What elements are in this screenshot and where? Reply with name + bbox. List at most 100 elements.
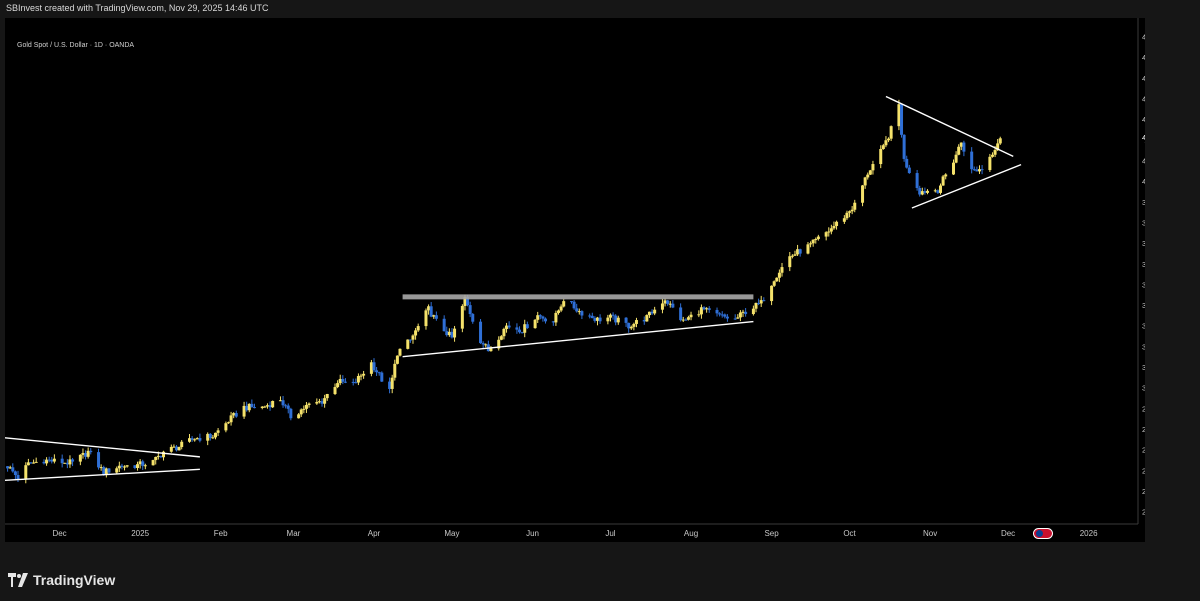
candle-body (299, 409, 303, 415)
candle-body (117, 465, 121, 469)
candle-body (627, 322, 631, 329)
y-tick-label: 3,000.000 (1142, 384, 1145, 393)
y-tick-label: 4,700.000 (1142, 33, 1145, 42)
candle-body (60, 458, 64, 464)
candle-body (996, 143, 1000, 151)
candle-body (89, 450, 93, 453)
attribution-text: SBInvest created with TradingView.com, N… (6, 3, 269, 13)
candle-body (8, 467, 12, 469)
y-tick-label: 3,200.000 (1142, 342, 1145, 351)
y-tick-label: 4,500.000 (1142, 74, 1145, 83)
candle-body (323, 398, 327, 404)
candle-body (861, 185, 865, 203)
candle-body (689, 314, 693, 318)
candle-body (762, 300, 766, 302)
candle-body (245, 405, 249, 411)
chart-frame[interactable]: 2,400.000 2,500.000 2,600.000 2,700.000 2,80… (5, 18, 1145, 542)
candle-body (369, 362, 373, 374)
candle-body (442, 318, 446, 332)
candle-body (398, 348, 402, 356)
x-tick-label: Apr (368, 529, 381, 538)
candle-body (208, 433, 212, 438)
candle-body (447, 331, 451, 336)
candle-body (388, 381, 392, 389)
candle-body (120, 465, 124, 467)
candle-body (666, 300, 670, 304)
candle-body (151, 460, 155, 466)
candle-body (697, 314, 701, 316)
candle-body (614, 315, 618, 323)
candle-body (427, 306, 431, 311)
candle-body (970, 151, 974, 170)
candle-body (252, 407, 256, 409)
candle-body (879, 149, 883, 165)
y-tick-label: 2,700.000 (1142, 446, 1145, 455)
y-tick-label: 3,600.000 (1142, 260, 1145, 269)
candle-body (333, 387, 337, 394)
candle-body (790, 255, 794, 257)
candle-body (572, 301, 576, 309)
candle-body (723, 314, 727, 317)
candle-body (281, 400, 285, 406)
candle-body (159, 455, 163, 458)
price-chart[interactable]: 2,400.000 2,500.000 2,600.000 2,700.000 2,80… (5, 18, 1145, 542)
candle-body (162, 451, 166, 458)
candle-body (375, 370, 379, 373)
candle-body (720, 314, 724, 316)
x-tick-label: Feb (214, 529, 228, 538)
candle-body (226, 422, 230, 424)
candle-body (523, 324, 527, 333)
candle-body (16, 475, 20, 480)
candle-body (302, 408, 306, 410)
candle-body (798, 249, 802, 254)
candle-body (733, 318, 737, 320)
candle-body (725, 316, 729, 319)
candle-body (611, 314, 615, 316)
candle-body (229, 415, 233, 423)
candle-body (284, 405, 288, 407)
us-flag-icon[interactable] (1033, 528, 1053, 539)
candle-body (845, 212, 849, 219)
candle-body (608, 314, 612, 318)
candle-body (84, 453, 88, 457)
last-price-tag (1139, 130, 1145, 143)
candle-body (356, 376, 360, 383)
tradingview-brand[interactable]: TradingView (8, 572, 115, 588)
candle-body (377, 372, 381, 374)
candle-body (242, 405, 246, 417)
candle-body (962, 142, 966, 152)
x-tick-label: Jul (605, 529, 615, 538)
candle-body (884, 140, 888, 146)
candle-body (445, 331, 449, 336)
candle-body (123, 466, 127, 468)
candle-body (806, 244, 810, 254)
candle-body (814, 239, 818, 241)
candle-body (541, 316, 545, 319)
attribution-bar: SBInvest created with TradingView.com, N… (0, 0, 1200, 18)
candle-body (169, 446, 173, 452)
candle-body (972, 169, 976, 171)
candle-body (629, 326, 633, 329)
candle-body (499, 336, 503, 340)
candle-body (78, 454, 82, 462)
y-tick-label: 3,700.000 (1142, 239, 1145, 248)
candle-body (68, 459, 72, 465)
candle-body (190, 438, 194, 440)
candle-body (338, 378, 342, 384)
candle-body (263, 406, 267, 408)
candle-body (86, 450, 90, 457)
candle-body (923, 191, 927, 193)
tradingview-logo-icon (8, 573, 28, 587)
candle-body (957, 146, 961, 155)
candle-body (757, 302, 761, 304)
nov-triangle-upper (885, 95, 1014, 158)
last-price-label: 4,215.820 (1142, 133, 1145, 142)
candle-body (156, 455, 160, 457)
candle-body (468, 305, 472, 315)
candle-body (998, 138, 1002, 144)
candle-body (993, 150, 997, 155)
candle-body (453, 328, 457, 338)
candle-body (525, 324, 529, 329)
candle-body (832, 226, 836, 229)
candle-body (297, 414, 301, 419)
